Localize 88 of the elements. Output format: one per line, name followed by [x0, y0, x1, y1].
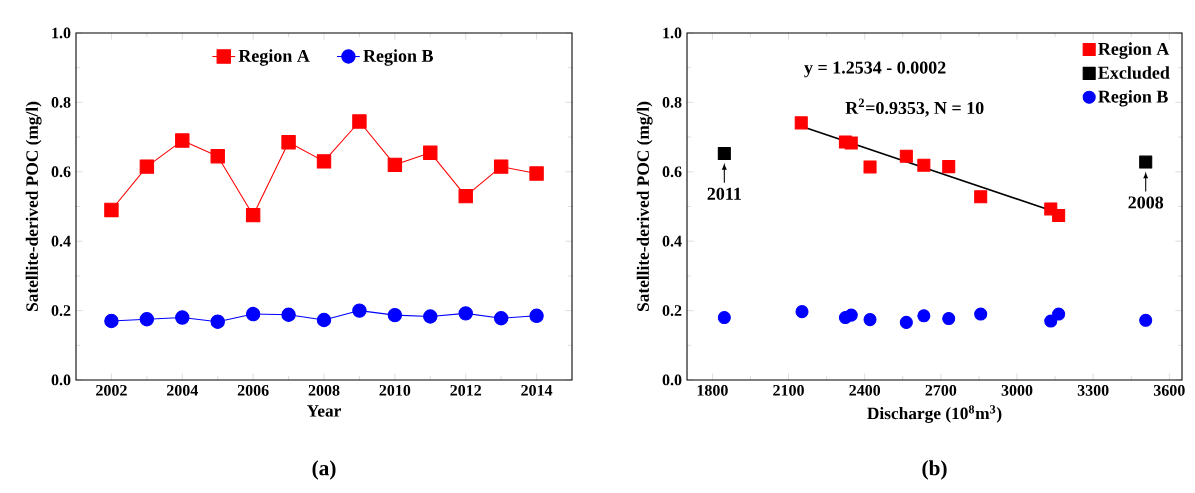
point	[387, 307, 403, 323]
point	[281, 307, 296, 322]
point	[795, 305, 809, 319]
point	[717, 311, 731, 325]
y-axis-title: Satellite-derived POC (mg/l)	[25, 101, 42, 311]
x-tick-label: 2014	[521, 384, 553, 396]
point	[917, 309, 931, 323]
point	[210, 314, 225, 329]
point	[104, 202, 119, 218]
annotation: 2008	[1128, 196, 1164, 209]
point	[863, 313, 877, 327]
point	[942, 312, 956, 326]
point	[245, 306, 261, 322]
x-tick-label: 3000	[1001, 384, 1033, 396]
y-tick-label: 0.8	[662, 96, 682, 108]
point	[458, 188, 473, 204]
annotation: R$^{2}$=0.9353, N = 10	[845, 98, 984, 117]
point	[717, 146, 731, 160]
point	[917, 158, 931, 172]
legend-label: Region B	[1098, 89, 1168, 107]
y-tick-label: 1.0	[663, 27, 682, 39]
point	[316, 154, 332, 169]
x-tick-label: 2100	[773, 384, 804, 396]
x-tick-label: 2008	[308, 384, 340, 396]
x-tick-label: 2002	[96, 384, 127, 396]
legend-label: Region A	[238, 49, 310, 66]
y-axis-title: Satellite-derived POC (mg/l)	[636, 101, 653, 311]
point	[942, 160, 956, 174]
text: (b)	[922, 460, 947, 480]
point	[529, 166, 544, 181]
annotation: y = 1.2534 - 0.0002	[804, 61, 946, 78]
point	[175, 133, 190, 148]
point	[210, 148, 225, 164]
point	[458, 306, 473, 321]
point	[387, 157, 403, 173]
point	[1139, 155, 1153, 169]
point	[352, 114, 367, 129]
x-tick-label: 1800	[697, 384, 728, 396]
y-tick-label: 0.2	[662, 305, 682, 317]
y-tick-label: 1.0	[52, 27, 71, 39]
annotation: 2011	[707, 187, 741, 200]
point	[104, 313, 119, 329]
y-tick-label: 0.4	[51, 235, 71, 247]
point	[493, 311, 509, 326]
y-tick-label: 0.0	[51, 374, 71, 386]
x-axis-title: Year	[306, 405, 341, 417]
point	[844, 308, 858, 322]
y-tick-label: 0.6	[662, 166, 682, 178]
point	[139, 159, 155, 174]
x-tick-label: 2004	[166, 384, 198, 396]
point	[423, 145, 438, 160]
point	[1139, 313, 1153, 327]
y-tick-label: 0.6	[51, 166, 71, 178]
point	[899, 315, 913, 329]
text: (a)	[312, 460, 336, 480]
point	[423, 309, 438, 324]
x-tick-label: 3600	[1153, 384, 1185, 396]
point	[974, 190, 988, 204]
x-tick-label: 2012	[450, 384, 482, 396]
y-tick-label: 0.4	[662, 235, 682, 247]
point	[316, 312, 332, 328]
point	[529, 308, 544, 324]
x-tick-label: 3300	[1077, 384, 1109, 396]
x-tick-label: 2006	[237, 384, 269, 396]
point	[794, 116, 808, 130]
point	[1052, 307, 1066, 321]
point	[493, 159, 509, 174]
point	[863, 160, 877, 174]
legend-label: Region A	[1098, 42, 1170, 59]
point	[974, 307, 988, 321]
y-tick-label: 0.8	[51, 96, 71, 108]
point	[139, 312, 155, 327]
x-tick-label: 2010	[379, 384, 411, 396]
point	[1052, 208, 1066, 223]
point	[175, 310, 190, 325]
legend-label: Excluded	[1098, 66, 1170, 79]
point	[844, 136, 858, 150]
point	[245, 207, 261, 223]
x-tick-label: 2700	[925, 384, 957, 396]
y-tick-label: 0.0	[662, 374, 682, 386]
x-tick-label: 2400	[849, 384, 881, 396]
x-axis-title: Discharge (10$^{8}$m$^{3}$)	[867, 405, 1002, 423]
point	[899, 149, 913, 163]
point	[352, 303, 367, 318]
point	[1044, 314, 1058, 328]
point	[281, 135, 296, 150]
y-tick-label: 0.2	[51, 305, 71, 317]
legend-label: Region B	[363, 49, 433, 66]
